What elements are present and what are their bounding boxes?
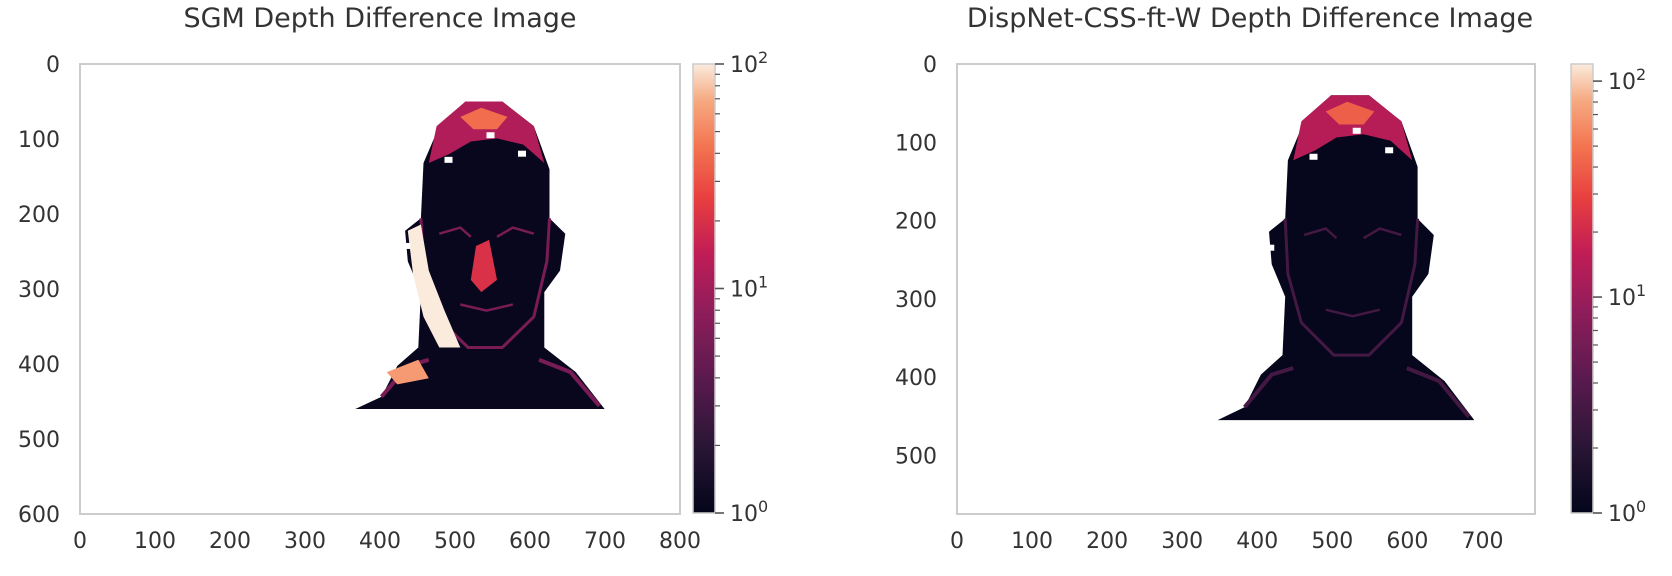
colorbar-tick-label: 102: [730, 48, 768, 78]
left-eye-edge: [438, 226, 472, 238]
y-tick-label: 200: [895, 210, 937, 235]
x-tick-label: 400: [1236, 529, 1278, 554]
x-tick-label: 0: [73, 529, 87, 554]
colorbar-axis: 100 101 102: [1593, 65, 1646, 527]
colorbar: [692, 63, 716, 514]
mouth-edge: [1325, 308, 1381, 318]
x-tick-label: 200: [209, 529, 251, 554]
colorbar-tick-label: 102: [1608, 65, 1646, 95]
x-tick-label: 100: [1011, 529, 1053, 554]
y-tick-label: 200: [18, 203, 60, 228]
face-heatmap: [355, 101, 605, 409]
mouth-edge: [460, 303, 514, 312]
x-tick-label: 200: [1086, 529, 1128, 554]
hair-highlight: [460, 107, 508, 130]
y-tick-label: 400: [18, 353, 60, 378]
invalid-pixels: [1352, 127, 1361, 134]
shoulder-edge: [538, 357, 601, 408]
hair-highlight: [1325, 101, 1375, 125]
invalid-pixels: [1309, 153, 1318, 160]
y-tick-label: 100: [18, 128, 60, 153]
x-tick-label: 700: [1461, 529, 1503, 554]
face-heatmap: [1217, 95, 1475, 421]
y-tick-label: 500: [18, 428, 60, 453]
x-tick-label: 600: [509, 529, 551, 554]
x-tick-label: 800: [659, 529, 701, 554]
invalid-pixels: [444, 156, 453, 163]
face-silhouette: [1217, 95, 1475, 421]
plot-frame: [956, 63, 1536, 515]
y-tick-label: 100: [895, 131, 937, 156]
x-tick-label: 700: [584, 529, 626, 554]
invalid-pixels: [1385, 147, 1394, 154]
x-tick-label: 600: [1386, 529, 1428, 554]
colorbar-tick-label: 101: [1608, 281, 1646, 311]
y-tick-label: 400: [895, 366, 937, 391]
x-tick-label: 100: [134, 529, 176, 554]
heatmap-panel-dispnet: DispNet-CSS-ft-W Depth Difference Image …: [895, 3, 1646, 554]
shoulder-hotspot: [386, 359, 429, 385]
shoulder-edge: [1243, 366, 1294, 409]
y-tick-label: 300: [18, 278, 60, 303]
right-eye-edge: [1362, 227, 1402, 240]
chart-title: DispNet-CSS-ft-W Depth Difference Image: [967, 3, 1533, 34]
y-axis: 0 100 200 300 400 500 600: [18, 53, 60, 528]
colorbar-axis: 100 101 102: [715, 48, 768, 527]
x-tick-label: 400: [359, 529, 401, 554]
invalid-pixels: [518, 150, 526, 157]
y-tick-label: 300: [895, 288, 937, 313]
y-tick-label: 500: [895, 444, 937, 469]
nose-highlight: [470, 239, 497, 293]
colorbar-tick-label: 100: [730, 497, 768, 527]
colorbar: [1570, 63, 1594, 514]
y-axis: 0 100 200 300 400 500: [895, 53, 937, 469]
invalid-pixels: [486, 132, 495, 139]
x-tick-label: 0: [950, 529, 964, 554]
heatmap-panel-sgm: SGM Depth Difference Image 0 100 200 300 400…: [18, 3, 768, 554]
y-tick-label: 0: [46, 53, 60, 78]
x-tick-label: 500: [434, 529, 476, 554]
plot-frame: [79, 63, 681, 515]
x-tick-label: 500: [1311, 529, 1353, 554]
invalid-pixels: [402, 242, 411, 249]
x-axis: 0 100 200 300 400 500 600 700 800: [73, 529, 701, 554]
saturated-cheek: [407, 224, 461, 348]
chart-title: SGM Depth Difference Image: [183, 3, 576, 34]
x-tick-label: 300: [1161, 529, 1203, 554]
x-axis: 0 100 200 300 400 500 600 700: [950, 529, 1503, 554]
shoulder-edge: [1406, 366, 1471, 419]
y-tick-label: 0: [923, 53, 937, 78]
colorbar-tick-label: 101: [730, 273, 768, 303]
right-eye-edge: [496, 226, 535, 238]
left-eye-edge: [1303, 227, 1338, 240]
jaw-edge: [1283, 218, 1420, 357]
x-tick-label: 300: [284, 529, 326, 554]
y-tick-label: 600: [18, 503, 60, 528]
invalid-pixels: [1266, 244, 1275, 251]
colorbar-tick-label: 100: [1608, 497, 1646, 527]
